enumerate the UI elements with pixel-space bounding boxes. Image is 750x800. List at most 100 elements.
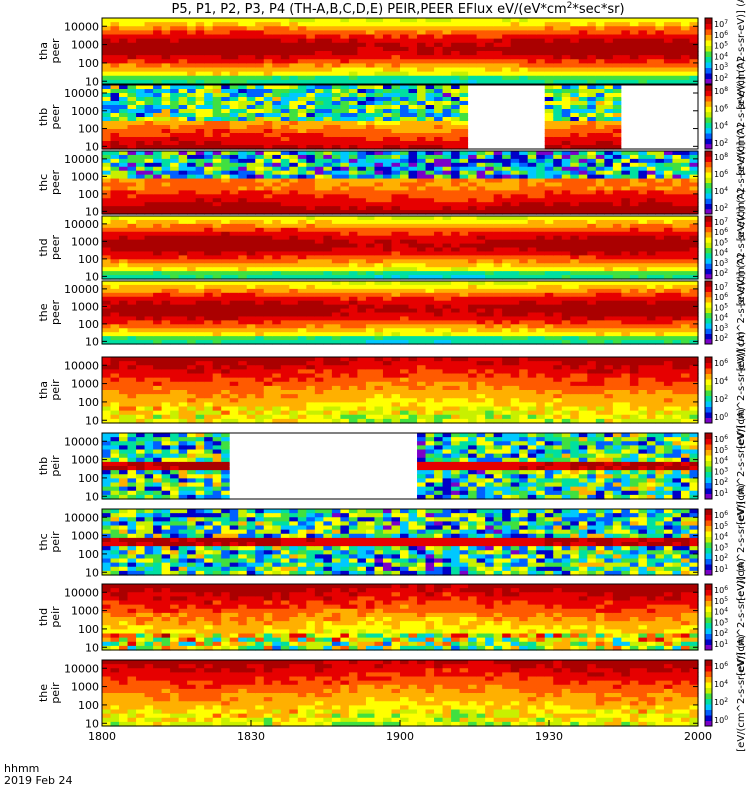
heatmap-cell (434, 22, 444, 27)
heatmap-cell (212, 55, 222, 60)
heatmap-cell (417, 133, 427, 138)
heatmap-cell (604, 194, 614, 199)
heatmap-cell (161, 18, 171, 23)
heatmap-cell (468, 219, 478, 225)
heatmap-cell (212, 42, 222, 48)
colorbar-tick-label: 102 (714, 203, 728, 214)
heatmap-cell (536, 206, 546, 211)
heatmap-cell (127, 154, 137, 160)
heatmap-cell (561, 93, 571, 98)
heatmap-cell (212, 308, 222, 314)
heatmap-cell (400, 125, 410, 130)
heatmap-tha-peer (102, 18, 699, 85)
heatmap-cell (442, 121, 452, 126)
heatmap-cell (689, 235, 699, 241)
heatmap-cell (255, 316, 265, 321)
heatmap-cell (442, 101, 452, 106)
heatmap-cell (374, 85, 384, 90)
heatmap-cell (374, 202, 384, 207)
heatmap-cell (553, 151, 563, 156)
heatmap-cell (417, 243, 427, 249)
heatmap-cell (229, 186, 239, 191)
heatmap-cell (400, 239, 410, 245)
heatmap-cell (459, 30, 469, 36)
heatmap-cell (382, 263, 393, 268)
heatmap-cell (161, 109, 171, 114)
heatmap-cell (110, 89, 120, 94)
heatmap-cell (204, 243, 214, 249)
heatmap-cell (663, 18, 674, 23)
heatmap-cell (365, 105, 376, 110)
heatmap-cell (323, 133, 333, 138)
heatmap-cell (663, 227, 674, 233)
heatmap-cell (417, 210, 427, 215)
heatmap-cell (297, 227, 307, 233)
heatmap-cell (382, 133, 393, 138)
heatmap-cell (459, 202, 469, 207)
heatmap-cell (170, 97, 180, 102)
heatmap-cell (519, 275, 529, 280)
heatmap-cell (417, 125, 427, 130)
heatmap-cell (400, 243, 410, 249)
heatmap-cell (195, 170, 205, 176)
heatmap-cell (348, 259, 359, 264)
heatmap-cell (595, 38, 605, 44)
heatmap-cell (544, 42, 554, 48)
heatmap-cell (578, 75, 588, 81)
heatmap-cell (229, 178, 239, 184)
heatmap-cell (408, 206, 418, 211)
heatmap-cell (604, 227, 614, 233)
heatmap-cell (161, 26, 171, 31)
heatmap-cell (195, 332, 205, 337)
heatmap-cell (425, 22, 435, 27)
heatmap-cell (221, 59, 231, 64)
heatmap-cell (221, 336, 231, 341)
heatmap-cell (382, 129, 393, 134)
heatmap-cell (434, 97, 444, 102)
colorbar-segment (705, 231, 712, 238)
heatmap-cell (629, 89, 639, 94)
heatmap-cell (204, 316, 214, 321)
heatmap-cell (170, 158, 180, 164)
heatmap-cell (221, 154, 231, 160)
heatmap-cell (119, 247, 129, 253)
heatmap-cell (425, 75, 435, 81)
heatmap-cell (485, 18, 495, 23)
heatmap-cell (468, 79, 478, 85)
heatmap-cell (374, 267, 384, 272)
heatmap-cell (280, 18, 290, 23)
heatmap-cell (195, 239, 205, 245)
heatmap-cell (408, 85, 418, 90)
heatmap-cell (365, 26, 376, 31)
heatmap-cell (348, 186, 359, 191)
heatmap-cell (629, 216, 639, 221)
heatmap-cell (612, 59, 622, 64)
heatmap-cell (204, 97, 214, 102)
heatmap-cell (570, 89, 580, 94)
heatmap-cell (246, 271, 256, 276)
heatmap-cell (102, 55, 112, 60)
heatmap-cell (408, 251, 418, 256)
heatmap-cell (187, 42, 197, 48)
heatmap-cell (272, 129, 282, 134)
heatmap-cell (272, 263, 282, 268)
heatmap-cell (153, 206, 163, 211)
heatmap-cell (212, 227, 222, 233)
heatmap-cell (638, 227, 648, 233)
heatmap-cell (485, 182, 495, 188)
heatmap-cell (502, 259, 512, 264)
heatmap-cell (289, 117, 299, 122)
heatmap-cell (553, 26, 563, 31)
heatmap-cell (263, 292, 273, 298)
heatmap-cell (170, 263, 180, 268)
heatmap-cell (272, 154, 282, 160)
heatmap-cell (425, 243, 435, 249)
heatmap-cell (289, 145, 299, 150)
heatmap-cell (187, 105, 197, 110)
heatmap-cell (365, 34, 376, 40)
heatmap-cell (323, 141, 333, 146)
heatmap-cell (689, 59, 699, 64)
heatmap-cell (680, 247, 691, 253)
heatmap-cell (102, 178, 112, 184)
heatmap-cell (672, 151, 682, 156)
